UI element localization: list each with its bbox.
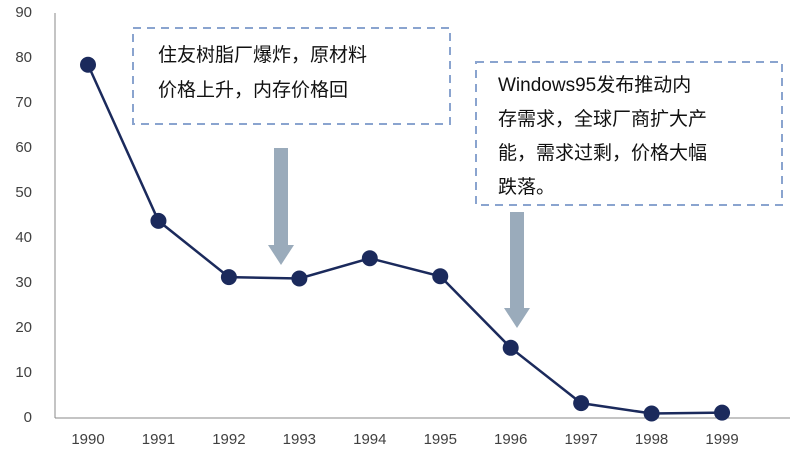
y-tick-label: 70 [15,94,32,111]
annotation-box [132,27,451,125]
point [502,339,519,356]
y-tick-label: 10 [15,364,32,381]
x-tick-label: 1998 [635,431,668,448]
annotation-text: 住友树脂厂爆炸，原材料 [158,44,367,66]
annotation-text: Windows95发布推动内 [498,74,691,96]
point [80,56,96,73]
x-tick-label: 1995 [424,431,457,448]
point [432,268,449,285]
x-tick-label: 1999 [705,431,738,448]
y-tick-label: 20 [15,319,32,336]
x-tick-label: 1997 [564,431,597,448]
point [220,269,237,286]
point [291,270,308,287]
arrow [268,148,294,265]
point [150,212,167,229]
arrows [268,148,530,328]
annotation-box [475,61,783,206]
annotation-text: 跌落。 [498,176,555,198]
x-tick-label: 1990 [71,431,104,448]
annotation-text: 价格上升，内存价格回 [158,79,348,101]
y-tick-label: 40 [15,229,32,246]
x-tick-label: 1996 [494,431,527,448]
y-tick-label: 90 [15,4,32,21]
x-tick-label: 1993 [283,431,316,448]
point [361,250,378,267]
x-tick-label: 1994 [353,431,386,448]
point [714,404,731,421]
point [643,405,660,422]
annotation-text: 存需求，全球厂商扩大产 [498,108,707,130]
series-line [86,64,723,415]
y-tick-label: 60 [15,139,32,156]
y-tick-label: 30 [15,274,32,291]
point [573,395,590,412]
y-tick-label: 50 [15,184,32,201]
arrow [504,212,530,328]
x-tick-label: 1991 [142,431,175,448]
y-tick-label: 0 [24,409,32,426]
x-tick-label: 1992 [212,431,245,448]
y-tick-label: 80 [15,49,32,66]
annotation-text: 能，需求过剩，价格大幅 [498,142,707,164]
